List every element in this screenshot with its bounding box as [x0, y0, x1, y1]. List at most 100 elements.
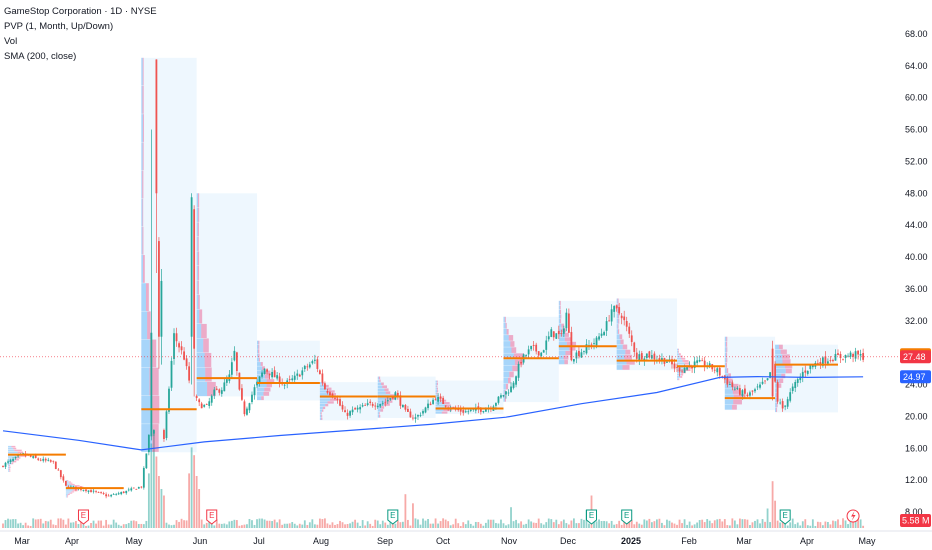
volume-bar — [85, 525, 87, 528]
profile-bar-down — [726, 368, 729, 373]
profile-bar-up — [141, 198, 143, 227]
volume-bar — [321, 519, 324, 528]
volume-bar — [180, 518, 183, 528]
profile-bar-down — [379, 379, 381, 383]
x-tick-label: Apr — [800, 536, 814, 546]
sma-price-badge-label: 24.97 — [903, 372, 926, 382]
volume-bar — [814, 526, 817, 528]
candle-body — [482, 411, 485, 413]
profile-bar-up — [775, 397, 777, 403]
volume-bar — [708, 520, 711, 528]
legend-title[interactable]: GameStop Corporation · 1D · NYSE — [4, 6, 157, 17]
profile-bar-down — [622, 344, 628, 350]
profile-bar-down — [261, 366, 266, 371]
y-tick-label: 56.00 — [905, 125, 928, 135]
volume-bar — [384, 522, 387, 528]
volume-bar — [220, 523, 223, 528]
profile-bar-down — [142, 142, 144, 171]
time-axis[interactable]: Mar Apr May Jun Jul Aug Sep Oct Nov Dec 2025 Feb Mar… — [14, 536, 876, 546]
candle-body — [721, 376, 724, 377]
candle-body — [283, 384, 286, 386]
volume-bar — [215, 519, 218, 528]
legend-vol[interactable]: Vol — [4, 36, 18, 47]
volume-bar — [404, 494, 407, 528]
profile-bar-up — [435, 382, 437, 385]
profile-bar-up — [141, 311, 148, 340]
volume-bar — [854, 520, 857, 528]
volume-bar — [656, 519, 658, 528]
x-tick-label: Dec — [560, 536, 577, 546]
candle-body — [142, 467, 145, 488]
candle-body — [827, 361, 829, 364]
profile-bar-down — [381, 406, 385, 409]
volume-bar — [296, 525, 299, 528]
volume-bar — [733, 520, 736, 528]
volume-bar — [188, 473, 191, 528]
volume-bar — [774, 500, 777, 528]
x-tick-label: May — [858, 536, 876, 546]
profile-bar-down — [67, 495, 69, 497]
volume-bar — [661, 522, 663, 528]
candle-body — [47, 459, 50, 461]
candle-body — [507, 392, 510, 394]
candle-body — [125, 490, 128, 494]
volume-bar — [575, 523, 578, 528]
profile-bar-down — [732, 404, 737, 410]
volume-bar — [261, 518, 263, 528]
profile-bar-up — [196, 367, 206, 382]
volume-bar — [160, 489, 163, 528]
x-tick-label: Mar — [14, 536, 30, 546]
candle-body — [376, 405, 379, 408]
profile-bar-up — [65, 495, 68, 497]
chart-legend[interactable]: GameStop Corporation · 1D · NYSE PVP (1,… — [4, 4, 157, 64]
candle-body — [532, 345, 535, 347]
candle-body — [273, 370, 276, 378]
candle-body — [97, 491, 100, 493]
profile-bar-down — [733, 383, 739, 389]
candle-body — [580, 352, 583, 358]
volume-bar — [520, 521, 522, 528]
candle-body — [643, 358, 646, 361]
volume-bar — [527, 519, 530, 528]
volume-bar — [562, 519, 565, 528]
profile-bar-down — [382, 385, 387, 389]
candle-body — [334, 398, 336, 399]
poc-lines — [8, 345, 838, 490]
volume-bar — [429, 523, 432, 528]
candle-body — [623, 316, 626, 321]
candle-body — [308, 364, 311, 368]
candle-body — [105, 494, 108, 497]
candle-body — [248, 403, 251, 411]
profile-bar-up — [503, 322, 506, 329]
candle-body — [12, 459, 14, 461]
volume-bar — [9, 519, 12, 528]
candle-body — [258, 376, 261, 384]
profile-bar-up — [8, 451, 18, 454]
volume-bar — [87, 525, 90, 528]
volume-bar — [517, 523, 520, 528]
profile-bar-up — [775, 373, 782, 379]
profile-bar-up — [677, 375, 681, 378]
profile-bar-down — [733, 399, 742, 405]
candle-body — [266, 369, 268, 372]
profile-bar-up — [558, 337, 565, 342]
profile-bar-up — [319, 409, 322, 412]
candle-body — [618, 307, 621, 314]
candle-body — [396, 392, 399, 397]
legend-pvp[interactable]: PVP (1, Month, Up/Down) — [4, 21, 114, 32]
profile-bar-down — [69, 482, 73, 484]
legend-sma[interactable]: SMA (200, close) — [4, 51, 77, 62]
volume-bar — [351, 521, 354, 528]
volume-bar — [52, 524, 55, 528]
profile-bar-up — [677, 357, 682, 360]
candle-body — [168, 388, 170, 412]
volume-bar — [620, 524, 623, 528]
profile-bar-down — [320, 412, 322, 415]
candle-body — [412, 417, 414, 419]
candle-body — [339, 399, 341, 406]
profile-bar-up — [724, 362, 726, 368]
candle-body — [761, 381, 764, 384]
candle-body — [467, 411, 470, 413]
